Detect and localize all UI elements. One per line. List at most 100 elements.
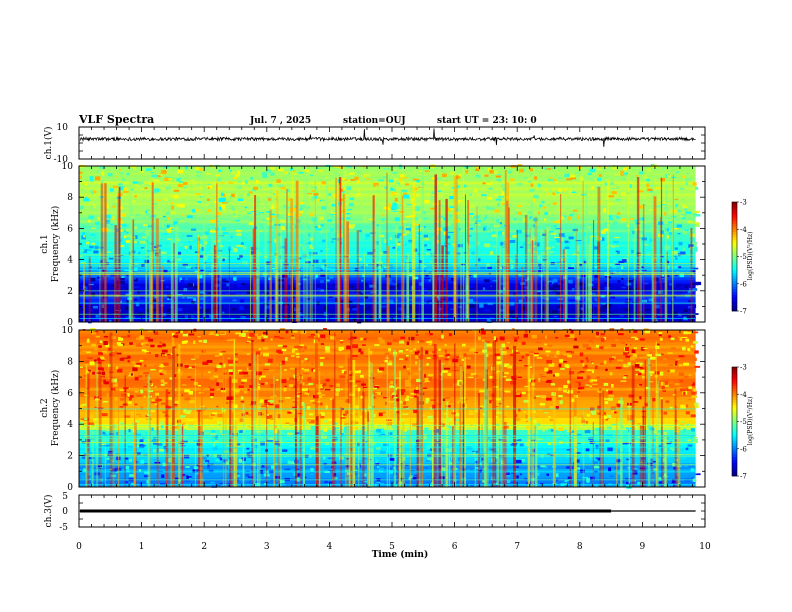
spectrogram-speckle xyxy=(119,423,125,425)
spectrogram-row xyxy=(79,178,696,182)
spectrogram-speckle xyxy=(694,223,700,227)
spectrogram-speckle xyxy=(365,282,368,286)
spectrogram-speckle xyxy=(111,284,115,287)
spectrogram-speckle xyxy=(181,220,184,222)
spectrogram-speckle xyxy=(513,292,517,296)
spectrogram-speckle xyxy=(507,365,513,369)
spectrogram-speckle xyxy=(690,468,695,472)
spectrogram-speckle xyxy=(108,454,114,457)
spectrogram-speckle xyxy=(258,385,261,390)
spectrogram-speckle xyxy=(408,219,411,221)
colorbar-segment xyxy=(732,245,737,249)
spectrogram-speckle xyxy=(392,249,398,251)
spectrogram-speckle xyxy=(677,387,682,389)
spectrogram-speckle xyxy=(468,213,474,215)
spectrogram-row xyxy=(79,199,696,203)
spectrogram-speckle xyxy=(616,250,620,254)
spectrogram-speckle xyxy=(263,352,269,357)
spectrogram-speckle xyxy=(186,215,193,218)
spectrogram-speckle xyxy=(495,198,502,201)
spectrogram-speckle xyxy=(425,252,430,255)
spectrogram-speckle xyxy=(583,261,587,265)
spectrogram-speckle xyxy=(286,314,293,318)
spectrogram-speckle xyxy=(142,259,145,262)
spectrogram-speckle xyxy=(183,330,188,334)
sferic-streak xyxy=(276,190,279,322)
colorbar-segment xyxy=(732,289,737,293)
spectrogram-speckle xyxy=(482,287,486,291)
spectrogram-speckle xyxy=(493,255,496,257)
spectrogram-speckle xyxy=(611,423,617,426)
spectrogram-speckle xyxy=(313,193,319,196)
spectrogram-speckle xyxy=(248,222,254,226)
colorbar-segment xyxy=(732,259,737,263)
spectrogram-speckle xyxy=(354,412,359,416)
figure-title: VLF Spectra xyxy=(78,113,154,126)
colorbar-segment xyxy=(732,283,737,287)
spectrogram-speckle xyxy=(247,414,253,416)
spectrogram-speckle xyxy=(126,234,132,237)
spectrogram-speckle xyxy=(486,319,492,323)
spectrogram-speckle xyxy=(544,189,548,192)
spectrogram-speckle xyxy=(305,404,311,407)
spectrogram-speckle xyxy=(326,336,329,340)
spectrogram-speckle xyxy=(182,192,186,196)
spectrogram-speckle xyxy=(348,370,352,375)
spectrogram-speckle xyxy=(589,340,594,342)
spectrogram-speckle xyxy=(540,395,547,399)
spectrogram-speckle xyxy=(563,389,567,393)
spectrogram-speckle xyxy=(331,238,337,240)
spectrogram-speckle xyxy=(84,434,89,438)
spectrogram-speckle xyxy=(425,332,431,337)
spectrogram-speckle xyxy=(277,285,283,288)
spectrogram-speckle xyxy=(81,308,84,311)
spectrogram-speckle xyxy=(486,447,492,451)
spectrogram-speckle xyxy=(242,330,245,333)
colorbar-segment xyxy=(732,218,737,222)
spectrogram-speckle xyxy=(268,198,272,201)
spectrogram-speckle xyxy=(362,344,366,346)
spectrogram-speckle xyxy=(620,174,626,176)
spectrogram-speckle xyxy=(489,207,495,210)
spectrogram-speckle xyxy=(170,189,173,192)
sferic-streak xyxy=(521,267,523,322)
spectrogram-speckle xyxy=(152,203,158,205)
sferic-streak xyxy=(627,173,629,322)
spectrogram-speckle xyxy=(388,347,395,351)
spectrogram-speckle xyxy=(545,335,548,339)
colorbar-segment xyxy=(732,226,737,230)
spectrogram-speckle xyxy=(683,464,688,467)
spectrogram-speckle xyxy=(534,352,539,355)
spectrogram-speckle xyxy=(482,182,486,185)
spectrogram-speckle xyxy=(314,185,320,189)
spectrogram-speckle xyxy=(613,240,619,244)
spectrogram-speckle xyxy=(170,408,173,411)
spectrogram-speckle xyxy=(185,410,191,415)
spectrogram-speckle xyxy=(644,386,650,390)
spectrogram-speckle xyxy=(598,174,603,177)
spectrogram-speckle xyxy=(319,199,325,201)
spectrogram-speckle xyxy=(546,370,553,374)
spectrogram-speckle xyxy=(457,244,464,248)
spectrogram-speckle xyxy=(574,232,577,237)
spectrogram-speckle xyxy=(285,357,288,361)
spectrogram-speckle xyxy=(569,174,575,178)
spectrogram-speckle xyxy=(95,398,100,401)
spectrogram-speckle xyxy=(641,237,647,241)
spectrogram-speckle xyxy=(410,397,413,399)
spectrogram-speckle xyxy=(322,364,325,367)
spectrogram-speckle xyxy=(198,201,202,204)
spectrogram-speckle xyxy=(129,458,132,462)
spectrogram-speckle xyxy=(693,222,700,225)
spectrogram-speckle xyxy=(529,168,533,172)
spectrogram-speckle xyxy=(456,356,460,358)
spectrogram-speckle xyxy=(381,428,384,432)
spectrogram-speckle xyxy=(442,370,448,373)
spectrogram-speckle xyxy=(654,193,658,196)
spectrogram-speckle xyxy=(462,343,466,347)
spectrogram-speckle xyxy=(425,350,429,355)
spectrogram-speckle xyxy=(677,209,681,213)
spectrogram-speckle xyxy=(323,328,327,330)
spectrogram-speckle xyxy=(453,418,460,422)
spectrogram-speckle xyxy=(674,247,678,250)
